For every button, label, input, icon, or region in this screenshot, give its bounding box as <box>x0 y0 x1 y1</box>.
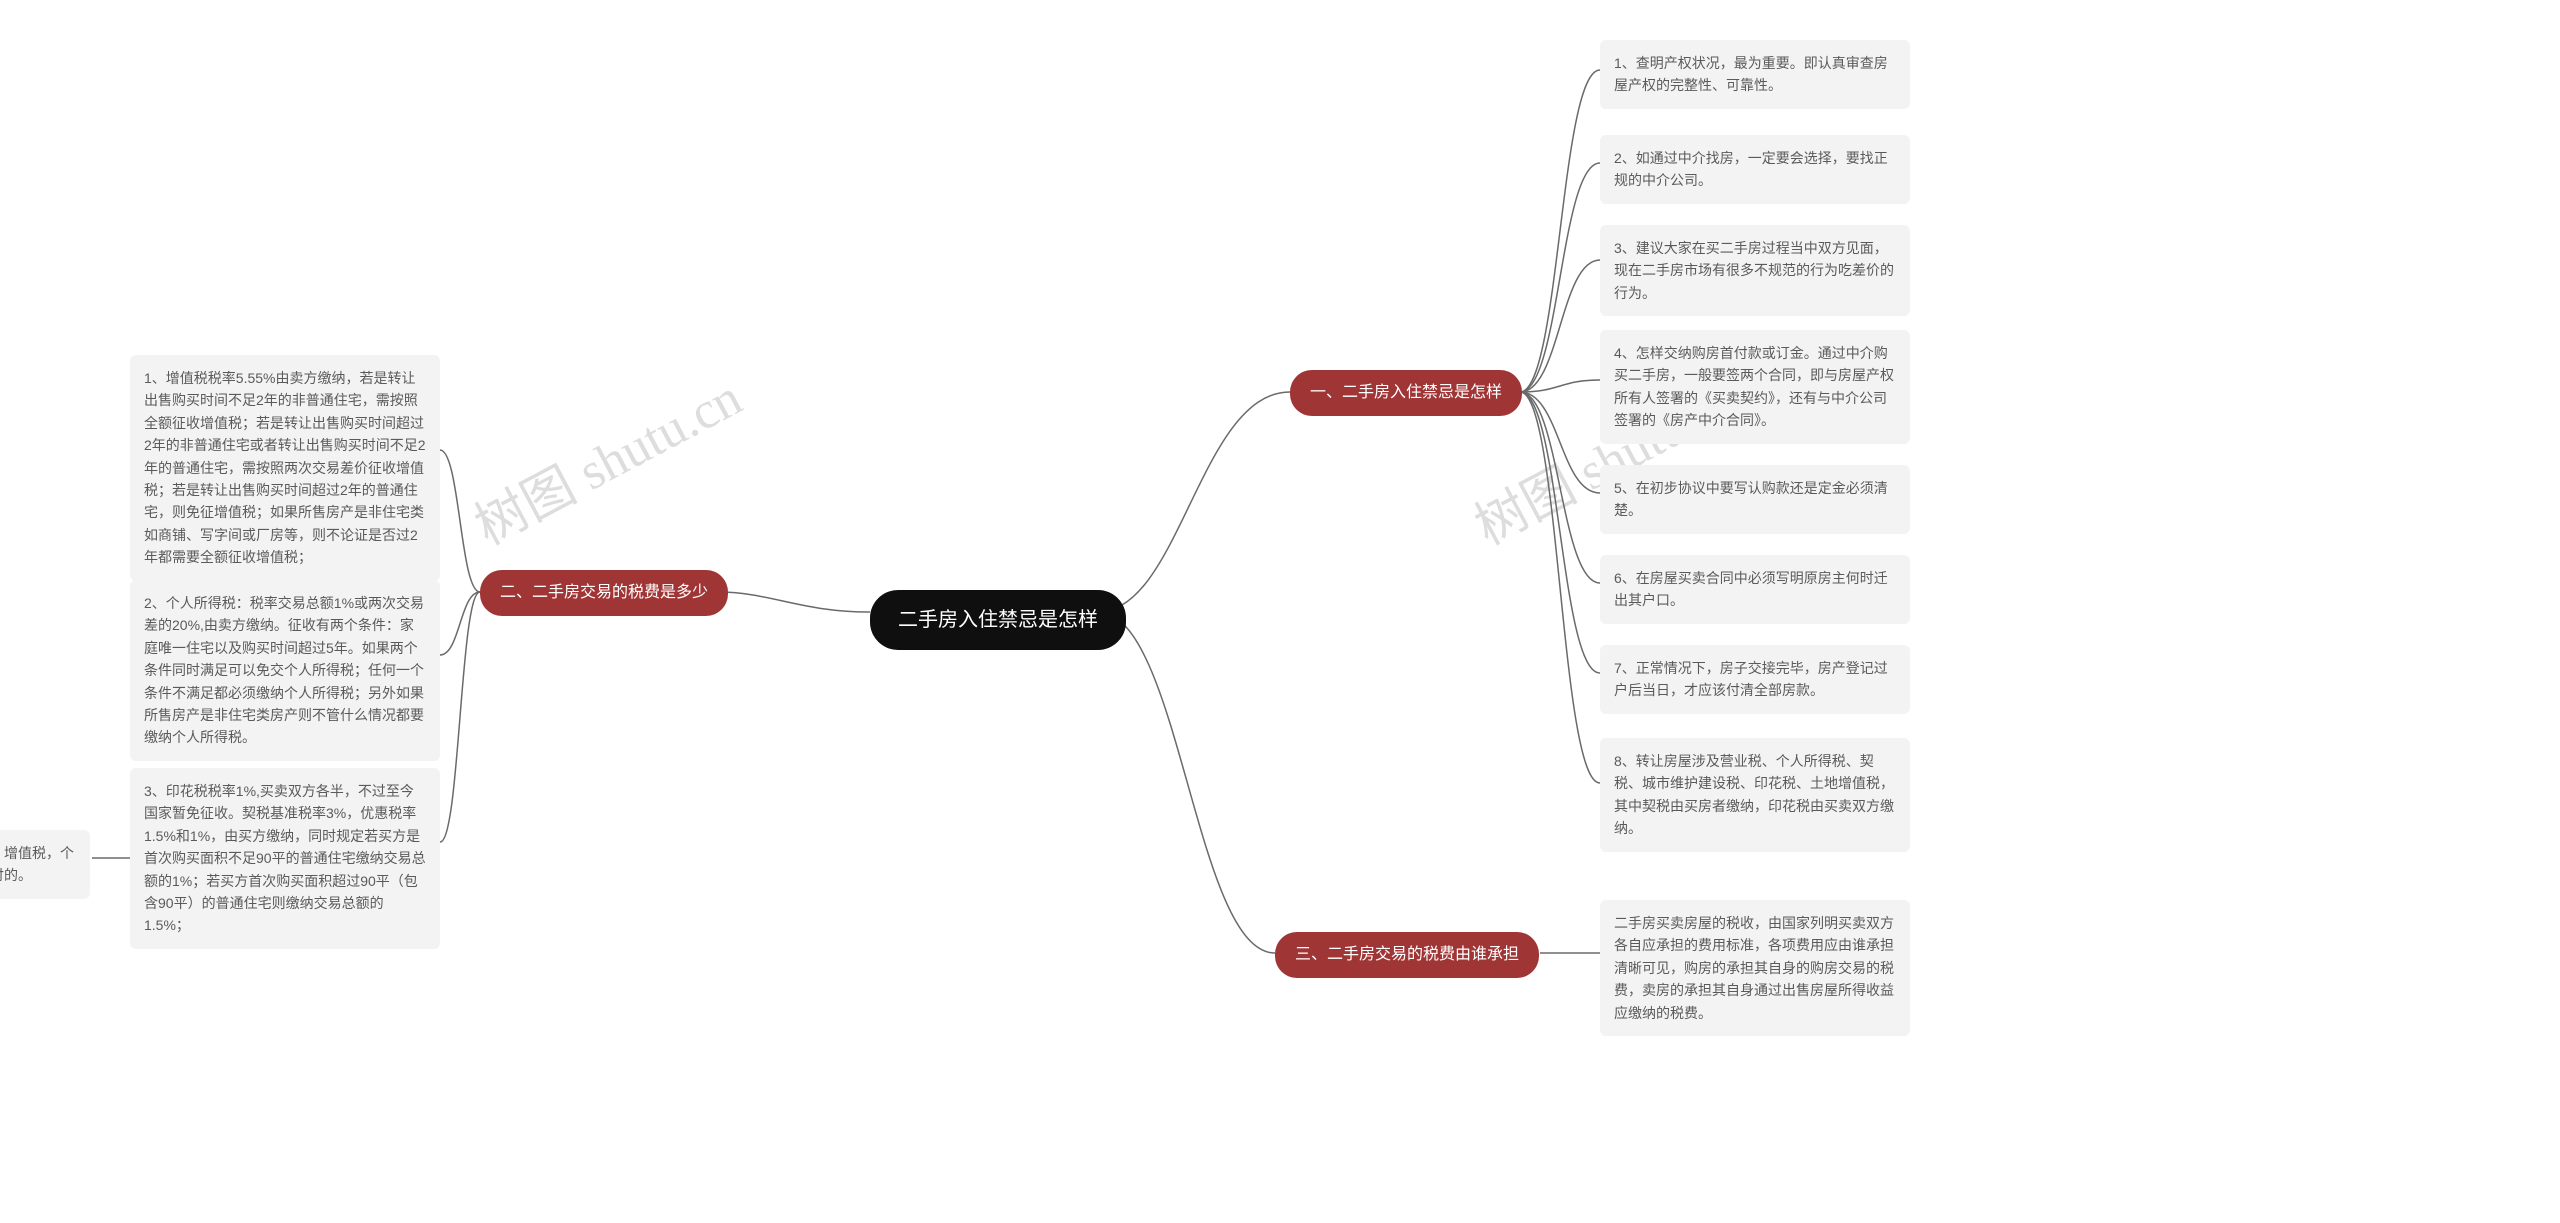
leaf-node: 7、正常情况下，房子交接完毕，房产登记过户后当日，才应该付清全部房款。 <box>1600 645 1910 714</box>
leaf-node: 2、如通过中介找房，一定要会选择，要找正规的中介公司。 <box>1600 135 1910 204</box>
leaf-node: 二手房买卖房屋的税收，由国家列明买卖双方各自应承担的费用标准，各项费用应由谁承担… <box>1600 900 1910 1036</box>
branch-node-2: 二、二手房交易的税费是多少 <box>480 570 728 616</box>
leaf-node: 1、增值税税率5.55%由卖方缴纳，若是转让出售购买时间不足2年的非普通住宅，需… <box>130 355 440 581</box>
leaf-tail-note: 二手房买卖中必须要支付的契税，增值税，个人所得税，印花税等都是应该支付的。 <box>0 830 90 899</box>
leaf-node: 8、转让房屋涉及营业税、个人所得税、契税、城市维护建设税、印花税、土地增值税，其… <box>1600 738 1910 852</box>
leaf-node: 5、在初步协议中要写认购款还是定金必须清楚。 <box>1600 465 1910 534</box>
branch-node-3: 三、二手房交易的税费由谁承担 <box>1275 932 1539 978</box>
leaf-node: 1、查明产权状况，最为重要。即认真审查房屋产权的完整性、可靠性。 <box>1600 40 1910 109</box>
leaf-node: 4、怎样交纳购房首付款或订金。通过中介购买二手房，一般要签两个合同，即与房屋产权… <box>1600 330 1910 444</box>
branch-node-1: 一、二手房入住禁忌是怎样 <box>1290 370 1522 416</box>
leaf-node: 3、建议大家在买二手房过程当中双方见面，现在二手房市场有很多不规范的行为吃差价的… <box>1600 225 1910 316</box>
leaf-node: 6、在房屋买卖合同中必须写明原房主何时迁出其户口。 <box>1600 555 1910 624</box>
watermark: 树图 shutu.cn <box>459 356 752 559</box>
leaf-node: 2、个人所得税：税率交易总额1%或两次交易差的20%,由卖方缴纳。征收有两个条件… <box>130 580 440 761</box>
mindmap-root: 二手房入住禁忌是怎样 <box>870 590 1126 650</box>
leaf-node: 3、印花税税率1%,买卖双方各半，不过至今国家暂免征收。契税基准税率3%，优惠税… <box>130 768 440 949</box>
